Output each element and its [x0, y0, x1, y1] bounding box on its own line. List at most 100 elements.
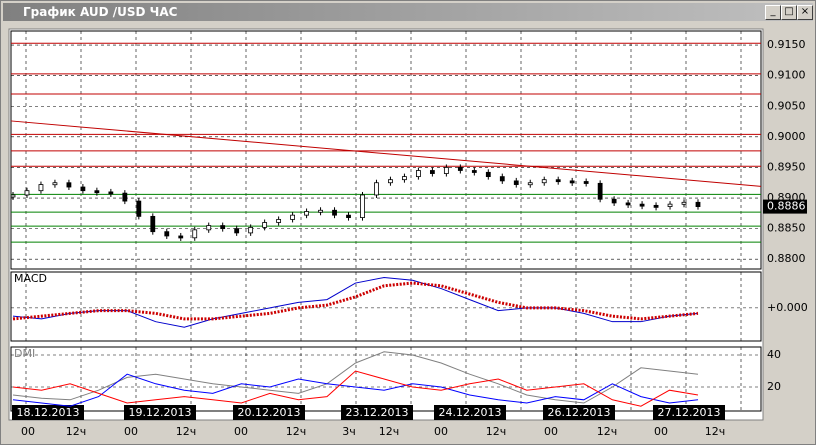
- hour-label: 12ч: [176, 425, 197, 438]
- candle: [457, 167, 463, 171]
- candle: [611, 198, 617, 204]
- hour-label: 12ч: [705, 425, 726, 438]
- candle: [681, 201, 687, 205]
- y-tick-label: 0.9050: [767, 99, 806, 112]
- candle: [52, 182, 58, 186]
- candle: [429, 170, 435, 174]
- candle: [276, 219, 282, 223]
- date-box: [543, 405, 615, 420]
- candle: [304, 211, 309, 216]
- candle: [332, 209, 337, 216]
- candle: [248, 226, 254, 234]
- indicator-line: [12, 281, 699, 321]
- chart-background: [8, 28, 764, 421]
- candle: [541, 179, 547, 184]
- candle: [66, 182, 72, 188]
- date-box: [124, 405, 196, 420]
- date-box: [12, 405, 84, 420]
- date-label: 20.12.2013: [238, 406, 301, 419]
- candle: [94, 190, 100, 194]
- panel-title: DMI: [14, 347, 35, 360]
- candle: [443, 167, 449, 174]
- candle: [318, 209, 323, 213]
- window-title: График AUD /USD ЧАС: [23, 5, 178, 19]
- candle: [597, 182, 603, 200]
- panel-frame: [10, 30, 762, 270]
- date-label: 19.12.2013: [129, 406, 192, 419]
- candle: [513, 180, 519, 185]
- indicator-line: [12, 373, 699, 407]
- date-label: 18.12.2013: [17, 406, 80, 419]
- candle: [388, 179, 393, 184]
- candle: [471, 170, 477, 173]
- trendline: [10, 120, 762, 187]
- candle: [192, 229, 198, 239]
- date-box: [434, 405, 506, 420]
- candle: [164, 231, 170, 237]
- indicator-line: [12, 277, 699, 328]
- date-label: 24.12.2013: [439, 406, 502, 419]
- panel-title: MACD: [14, 272, 47, 285]
- date-label: 26.12.2013: [548, 406, 611, 419]
- candle: [290, 214, 295, 220]
- hour-label: 00: [21, 425, 35, 438]
- y-tick-label: 0.8850: [767, 222, 806, 235]
- candle: [206, 225, 212, 231]
- hour-label: 3ч: [342, 425, 356, 438]
- candle: [402, 176, 407, 181]
- candle: [80, 186, 86, 192]
- candle: [122, 192, 128, 202]
- panel-frame: [10, 271, 762, 342]
- y-tick-label: 0.8800: [767, 252, 806, 265]
- hour-label: 00: [654, 425, 668, 438]
- hour-label: 00: [234, 425, 248, 438]
- candle: [527, 182, 533, 186]
- price-marker: [763, 199, 807, 214]
- y-tick-label: 0.9150: [767, 38, 806, 51]
- y-tick-label: 0.9100: [767, 69, 806, 82]
- candle: [108, 191, 114, 195]
- date-label: 23.12.2013: [346, 406, 409, 419]
- close-button[interactable]: ×: [797, 5, 813, 20]
- y-tick-label: 20: [767, 380, 781, 393]
- title-bar: График AUD /USD ЧАС _ □ ×: [3, 3, 813, 21]
- chart-area: 0.91500.91000.90500.90000.89500.89000.88…: [8, 28, 808, 438]
- candle: [150, 215, 156, 233]
- hour-label: 12ч: [66, 425, 87, 438]
- candle: [639, 203, 645, 207]
- y-tick-label: 40: [767, 348, 781, 361]
- candle: [625, 202, 631, 206]
- candle: [136, 200, 142, 217]
- y-tick-label: +0.000: [767, 301, 808, 314]
- date-box: [233, 405, 305, 420]
- hour-label: 12ч: [286, 425, 307, 438]
- candle: [220, 225, 226, 230]
- indicator-line: [12, 370, 699, 407]
- date-label: 27.12.2013: [658, 406, 721, 419]
- candle: [262, 222, 268, 228]
- candle: [374, 182, 379, 196]
- candle: [583, 181, 589, 184]
- hour-label: 12ч: [379, 425, 400, 438]
- candle: [10, 194, 16, 198]
- candle: [234, 228, 240, 234]
- current-price-label: 0.8886: [767, 200, 806, 213]
- maximize-button[interactable]: □: [781, 5, 797, 20]
- hour-label: 00: [434, 425, 448, 438]
- candle: [346, 214, 351, 219]
- hour-label: 00: [544, 425, 558, 438]
- candle: [569, 180, 575, 184]
- candle: [499, 176, 505, 182]
- candle: [555, 179, 561, 183]
- candle: [667, 203, 673, 207]
- indicator-line: [12, 351, 699, 404]
- hour-label: 12ч: [597, 425, 618, 438]
- candle: [178, 235, 184, 239]
- date-box: [341, 405, 413, 420]
- minimize-button[interactable]: _: [765, 5, 781, 20]
- candle: [416, 170, 421, 178]
- candle: [695, 201, 701, 207]
- hour-label: 00: [124, 425, 138, 438]
- y-tick-label: 0.8950: [767, 160, 806, 173]
